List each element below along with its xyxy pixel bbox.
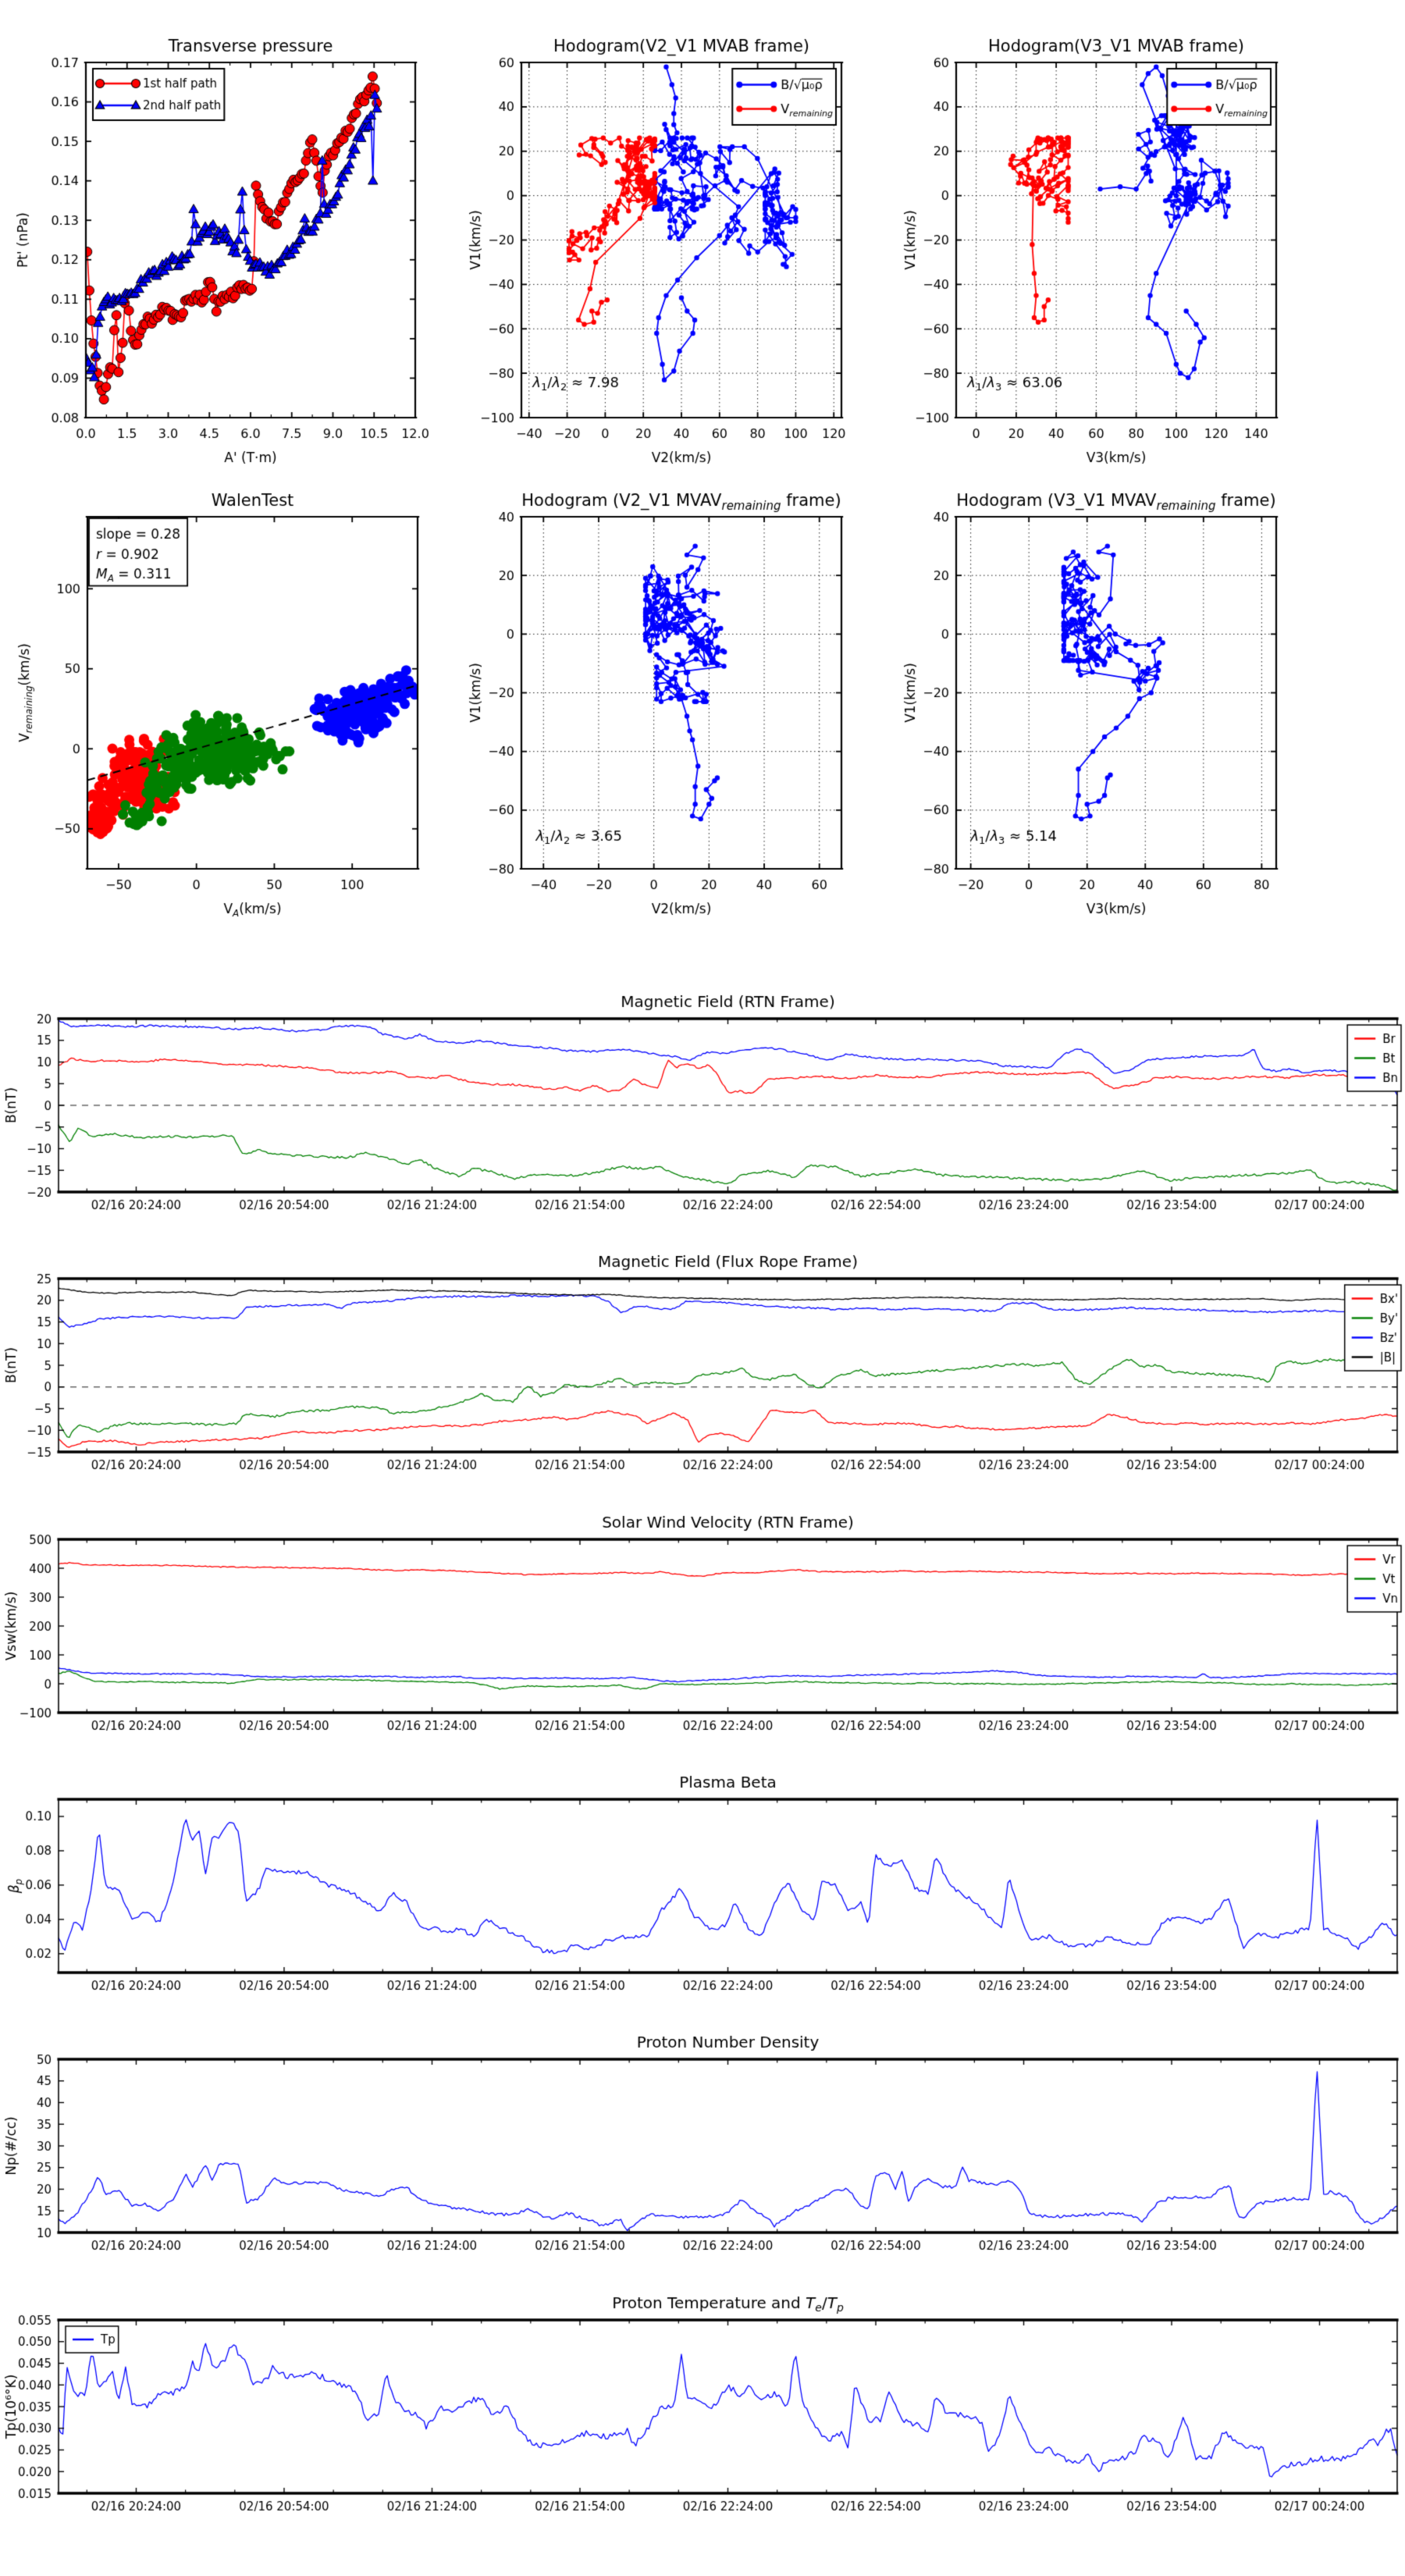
plot-solar-wind-velocity bbox=[0, 1503, 1405, 1737]
plot-magnetic-field-rtn bbox=[0, 982, 1405, 1216]
hodogram-v2-v1-mvav-canvas bbox=[437, 457, 890, 918]
plot-proton-number-density bbox=[0, 2023, 1405, 2257]
proton-number-density-canvas bbox=[0, 2023, 1405, 2257]
transverse-pressure-canvas bbox=[12, 6, 437, 467]
plot-proton-temperature bbox=[0, 2283, 1405, 2517]
hodogram-v2-v1-mvab-canvas bbox=[437, 6, 890, 467]
proton-temperature-canvas bbox=[0, 2283, 1405, 2517]
plot-hodogram-v3-v1-mvab bbox=[890, 6, 1343, 467]
plot-walen-test bbox=[12, 457, 437, 918]
plasma-beta-canvas bbox=[0, 1763, 1405, 1997]
magnetic-field-flux-rope-canvas bbox=[0, 1242, 1405, 1476]
walen-test-canvas bbox=[12, 457, 437, 918]
plot-hodogram-v2-v1-mvav bbox=[437, 457, 890, 918]
plot-magnetic-field-flux-rope bbox=[0, 1242, 1405, 1476]
plot-hodogram-v2-v1-mvab bbox=[437, 6, 890, 467]
hodogram-v3-v1-mvab-canvas bbox=[890, 6, 1343, 467]
magnetic-field-rtn-canvas bbox=[0, 982, 1405, 1216]
plot-plasma-beta bbox=[0, 1763, 1405, 1997]
hodogram-v3-v1-mvav-canvas bbox=[890, 457, 1343, 918]
plot-hodogram-v3-v1-mvav bbox=[890, 457, 1343, 918]
plot-transverse-pressure bbox=[12, 6, 437, 467]
solar-wind-velocity-canvas bbox=[0, 1503, 1405, 1737]
